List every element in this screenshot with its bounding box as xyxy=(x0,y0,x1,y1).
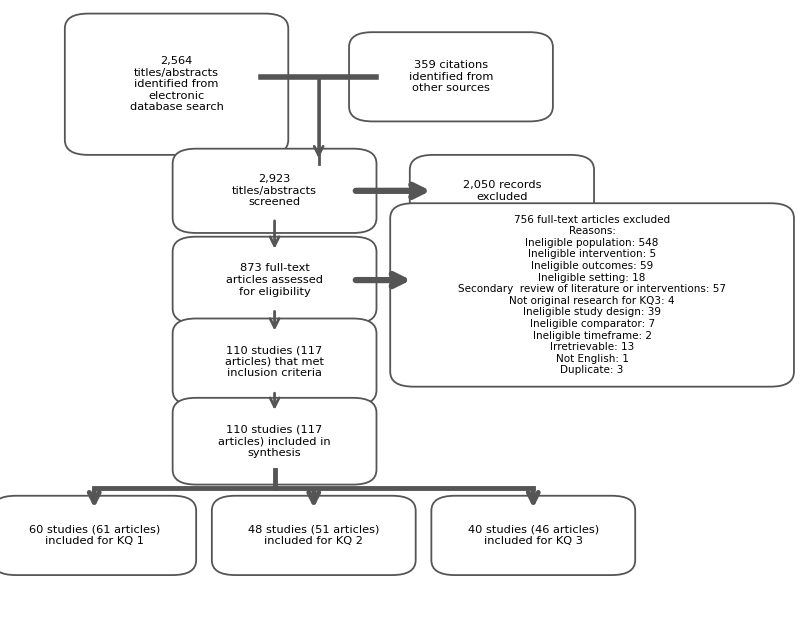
FancyBboxPatch shape xyxy=(390,203,794,387)
FancyBboxPatch shape xyxy=(173,318,377,405)
FancyBboxPatch shape xyxy=(173,237,377,323)
FancyBboxPatch shape xyxy=(173,398,377,484)
Text: 2,050 records
excluded: 2,050 records excluded xyxy=(462,180,541,202)
Text: 2,564
titles/abstracts
identified from
electronic
database search: 2,564 titles/abstracts identified from e… xyxy=(130,56,223,112)
Text: 110 studies (117
articles) that met
inclusion criteria: 110 studies (117 articles) that met incl… xyxy=(225,346,324,378)
FancyBboxPatch shape xyxy=(173,149,377,233)
FancyBboxPatch shape xyxy=(212,495,416,575)
Text: 110 studies (117
articles) included in
synthesis: 110 studies (117 articles) included in s… xyxy=(218,424,331,458)
FancyBboxPatch shape xyxy=(410,155,594,227)
FancyBboxPatch shape xyxy=(0,495,196,575)
FancyBboxPatch shape xyxy=(431,495,635,575)
Text: 60 studies (61 articles)
included for KQ 1: 60 studies (61 articles) included for KQ… xyxy=(29,524,160,546)
FancyBboxPatch shape xyxy=(65,14,288,155)
FancyBboxPatch shape xyxy=(349,32,553,122)
Text: 359 citations
identified from
other sources: 359 citations identified from other sour… xyxy=(409,60,493,93)
Text: 48 studies (51 articles)
included for KQ 2: 48 studies (51 articles) included for KQ… xyxy=(248,524,379,546)
Text: 40 studies (46 articles)
included for KQ 3: 40 studies (46 articles) included for KQ… xyxy=(468,524,599,546)
Text: 2,923
titles/abstracts
screened: 2,923 titles/abstracts screened xyxy=(232,174,317,207)
Text: 756 full-text articles excluded
Reasons:
Ineligible population: 548
Ineligible i: 756 full-text articles excluded Reasons:… xyxy=(458,215,726,375)
Text: 873 full-text
articles assessed
for eligibility: 873 full-text articles assessed for elig… xyxy=(226,263,323,297)
